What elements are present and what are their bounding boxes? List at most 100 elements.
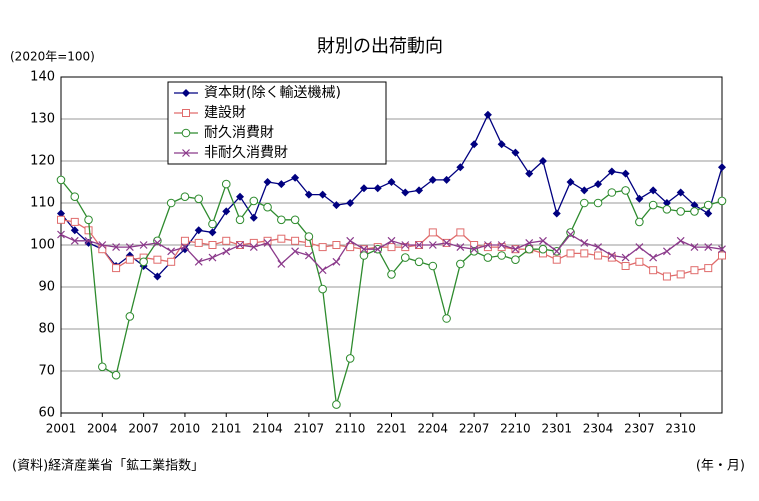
marker: [181, 128, 191, 138]
marker: [579, 198, 589, 208]
marker: [346, 236, 355, 245]
marker: [277, 259, 286, 268]
marker: [139, 257, 148, 267]
marker: [470, 140, 479, 149]
legend-label: 建設財: [204, 105, 246, 121]
marker: [662, 199, 671, 207]
marker: [415, 241, 423, 249]
y-tick-label: 90: [38, 280, 55, 295]
marker: [332, 241, 341, 249]
marker: [635, 194, 644, 203]
marker: [690, 201, 699, 210]
legend-label: 耐久消費財: [204, 125, 274, 141]
x-tick-label: 2201: [376, 422, 407, 436]
marker: [607, 188, 617, 197]
marker: [139, 241, 148, 249]
marker: [57, 230, 65, 239]
marker: [167, 257, 176, 266]
marker: [538, 157, 547, 165]
marker: [525, 169, 534, 178]
marker: [483, 253, 493, 262]
marker: [70, 226, 79, 235]
marker: [84, 236, 93, 245]
x-tick-label: 2007: [128, 422, 159, 436]
marker: [401, 243, 410, 252]
x-tick-label: 2010: [170, 422, 201, 436]
marker: [718, 251, 726, 260]
y-tick-label: 70: [38, 364, 55, 379]
marker: [704, 264, 713, 273]
marker: [208, 241, 217, 249]
marker: [167, 247, 176, 256]
marker: [580, 238, 589, 247]
marker: [222, 247, 231, 256]
x-tick-label: 2204: [418, 422, 449, 436]
marker: [676, 207, 685, 216]
x-tick-label: 2107: [294, 422, 325, 436]
x-tick-label: 2004: [87, 422, 118, 436]
marker: [401, 188, 410, 197]
marker: [182, 109, 190, 117]
marker: [525, 238, 534, 247]
marker: [359, 184, 368, 193]
marker: [607, 253, 616, 262]
marker: [483, 110, 492, 119]
y-tick-label: 80: [38, 322, 55, 337]
marker: [304, 251, 313, 260]
marker: [400, 253, 410, 262]
marker: [456, 259, 465, 269]
marker: [580, 186, 589, 195]
marker: [566, 249, 575, 258]
marker: [263, 202, 272, 212]
marker: [98, 362, 107, 372]
marker: [442, 314, 451, 323]
marker: [566, 228, 575, 237]
x-tick-label: 2304: [583, 422, 614, 436]
marker: [125, 243, 134, 252]
marker: [538, 244, 548, 254]
marker: [332, 257, 341, 266]
legend-label: 資本財(除く輸送機械): [204, 85, 341, 101]
marker: [635, 217, 644, 227]
marker: [428, 175, 437, 184]
chart-title: 財別の出荷動向: [317, 36, 443, 57]
marker: [182, 89, 190, 97]
marker: [277, 215, 286, 225]
marker: [208, 253, 217, 262]
x-tick-label: 2210: [500, 422, 531, 436]
marker: [373, 245, 382, 254]
marker: [153, 255, 162, 264]
marker: [676, 188, 685, 197]
marker: [428, 228, 437, 237]
marker: [290, 215, 300, 225]
x-tick-label: 2207: [459, 422, 490, 436]
marker: [345, 354, 355, 363]
marker: [359, 251, 369, 260]
marker: [208, 219, 217, 229]
marker: [208, 228, 217, 237]
x-tick-label: 2101: [211, 422, 242, 436]
marker: [442, 175, 451, 184]
marker: [621, 169, 630, 178]
marker: [524, 244, 534, 254]
marker: [263, 238, 272, 247]
x-tick-label: 2310: [665, 422, 696, 436]
marker: [263, 178, 272, 186]
marker: [194, 257, 203, 266]
marker: [552, 255, 561, 264]
marker: [318, 243, 327, 252]
marker: [594, 243, 602, 252]
marker: [125, 312, 135, 321]
marker: [690, 207, 699, 216]
marker: [304, 190, 313, 199]
marker: [277, 180, 286, 189]
marker: [236, 241, 244, 249]
marker: [291, 236, 300, 245]
marker: [263, 236, 272, 245]
marker: [332, 201, 341, 210]
marker: [580, 249, 589, 258]
marker: [57, 215, 65, 224]
series-line: [60, 113, 723, 278]
marker: [414, 257, 424, 267]
marker: [594, 251, 603, 260]
